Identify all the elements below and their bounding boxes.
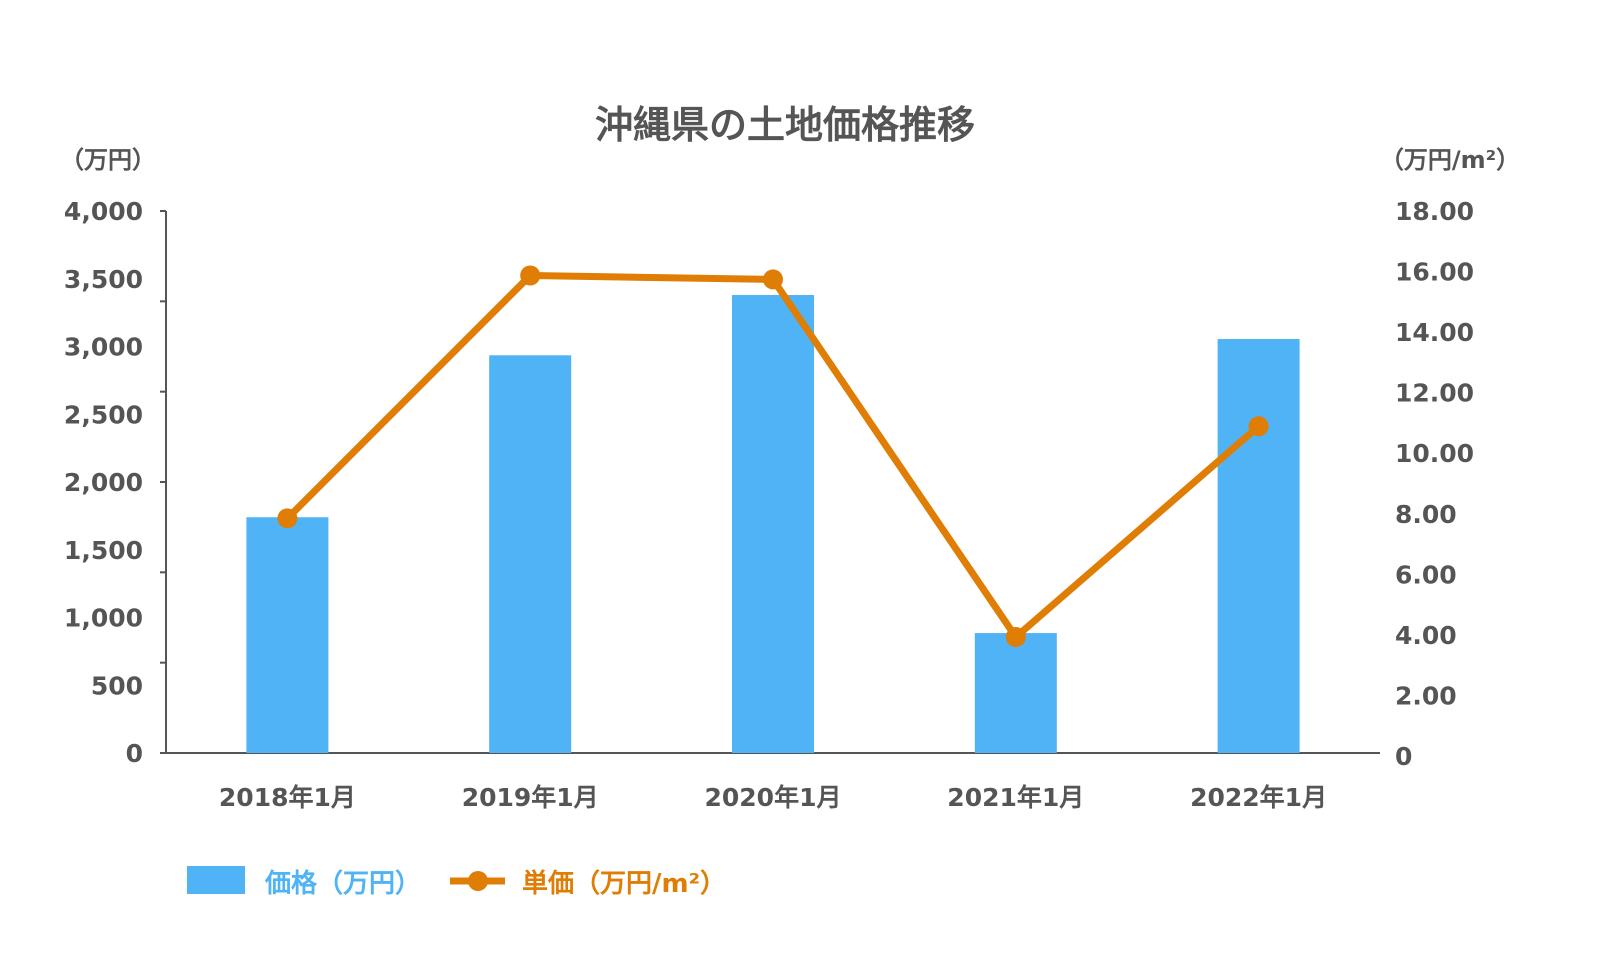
bar-2018年1月 — [246, 517, 329, 753]
right-tick-label: 6.00 — [1395, 560, 1457, 589]
left-tick-label: 500 — [91, 671, 143, 700]
left-tick-label: 3,000 — [64, 333, 143, 362]
x-tick-label: 2019年1月 — [462, 783, 599, 812]
left-tick-label: 1,500 — [64, 536, 143, 565]
unit-price-point-2020年1月 — [763, 269, 783, 290]
legend-bar-label: 価格（万円） — [264, 868, 421, 899]
right-tick-label: 18.00 — [1395, 197, 1474, 226]
unit-price-point-2018年1月 — [277, 508, 298, 529]
right-tick-label: 2.00 — [1395, 681, 1457, 710]
legend: 価格（万円） 単価（万円/m²） — [187, 866, 726, 899]
bar-2019年1月 — [489, 355, 572, 753]
left-axis-label: （万円） — [60, 146, 156, 174]
x-tick-label: 2018年1月 — [219, 783, 356, 812]
right-tick-label: 12.00 — [1395, 379, 1474, 408]
left-tick-label: 1,000 — [64, 604, 143, 633]
bar-2021年1月 — [974, 633, 1057, 753]
left-tick-label: 0 — [126, 739, 143, 768]
right-tick-label: 4.00 — [1395, 621, 1457, 650]
x-tick-label: 2020年1月 — [705, 783, 842, 812]
right-axis-label: （万円/m²） — [1380, 146, 1520, 174]
right-tick-label: 14.00 — [1395, 318, 1474, 347]
left-tick-label: 4,000 — [64, 197, 143, 226]
right-tick-label: 16.00 — [1395, 258, 1474, 287]
left-tick-label: 2,500 — [64, 400, 143, 429]
bar-2020年1月 — [732, 295, 814, 753]
x-tick-label: 2021年1月 — [947, 783, 1084, 812]
right-tick-label: 0 — [1395, 742, 1412, 771]
right-tick-label: 10.00 — [1395, 439, 1474, 468]
chart-title: 沖縄県の土地価格推移 — [595, 103, 975, 147]
x-tick-label: 2022年1月 — [1190, 783, 1327, 812]
bar-2022年1月 — [1217, 339, 1300, 753]
left-tick-label: 3,500 — [64, 265, 143, 294]
legend-line-label: 単価（万円/m²） — [522, 869, 726, 899]
right-tick-label: 8.00 — [1395, 500, 1457, 529]
unit-price-point-2022年1月 — [1248, 416, 1269, 437]
unit-price-point-2021年1月 — [1005, 627, 1026, 648]
legend-line-marker — [468, 871, 488, 891]
unit-price-point-2019年1月 — [520, 265, 541, 286]
legend-bar-swatch — [187, 866, 245, 894]
left-tick-label: 2,000 — [64, 468, 143, 497]
